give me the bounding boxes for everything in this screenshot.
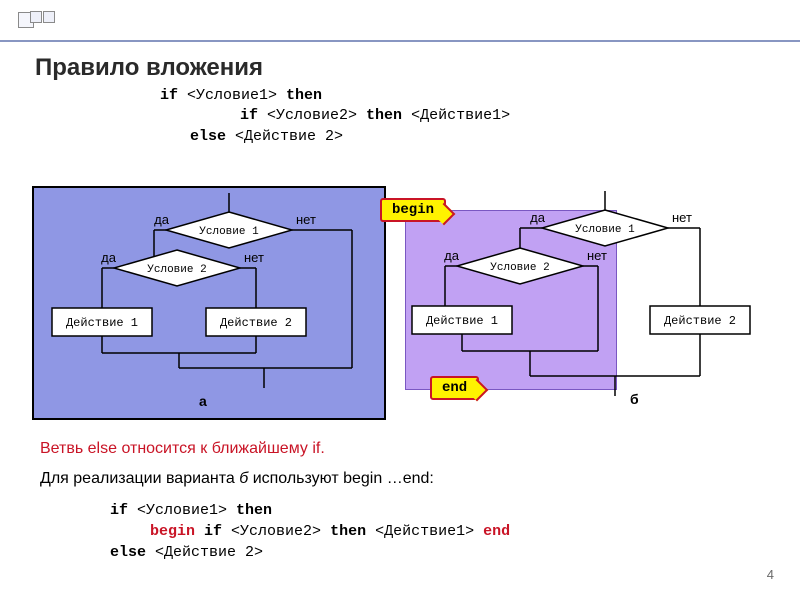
svg-text:нет: нет [587, 248, 607, 263]
callout-begin: begin [380, 198, 446, 222]
cond2-label: Условие 2 [147, 264, 206, 276]
svg-text:Действие 2: Действие 2 [664, 314, 736, 328]
cond1-label: Условие 1 [199, 226, 259, 238]
kw-then: then [286, 87, 322, 104]
kw-end: end [483, 523, 510, 540]
callout-end: end [430, 376, 479, 400]
flowchart-a-panel: Условие 1 да нет Условие 2 да нет Действ… [32, 186, 386, 420]
panel-a-letter: а [199, 393, 207, 409]
code-block-2: if <Условие1> then begin if <Условие2> t… [110, 500, 510, 563]
header-rule [0, 40, 800, 42]
act1-label: Действие 1 [66, 316, 138, 330]
act2-label: Действие 2 [220, 316, 292, 330]
svg-text:Условие 2: Условие 2 [490, 262, 549, 274]
svg-text:да: да [530, 210, 546, 225]
svg-text:да: да [101, 250, 117, 265]
svg-text:да: да [154, 212, 170, 227]
para-else-rule: Ветвь else относится к ближайшему if. [40, 438, 325, 460]
para-begin-end: Для реализации варианта б используют beg… [40, 468, 434, 490]
kw-if: if [160, 87, 178, 104]
kw-begin: begin [150, 523, 195, 540]
svg-text:нет: нет [296, 212, 316, 227]
flowchart-b-panel: Условие 1 да нет Условие 2 да нет Действ… [400, 186, 765, 416]
svg-text:Действие 1: Действие 1 [426, 314, 498, 328]
page-title: Правило вложения [35, 54, 263, 82]
kw-then: then [366, 107, 402, 124]
slide-number: 4 [767, 567, 774, 582]
panel-b-letter: б [630, 391, 639, 407]
corner-decor [18, 10, 56, 28]
kw-if: if [240, 107, 258, 124]
svg-text:да: да [444, 248, 460, 263]
kw-else: else [190, 128, 226, 145]
svg-text:нет: нет [672, 210, 692, 225]
svg-text:нет: нет [244, 250, 264, 265]
code-block-1: if <Условие1> then if <Условие2> then <Д… [160, 86, 510, 147]
svg-text:Условие 1: Условие 1 [575, 224, 635, 236]
flowchart-a: Условие 1 да нет Условие 2 да нет Действ… [34, 188, 384, 418]
